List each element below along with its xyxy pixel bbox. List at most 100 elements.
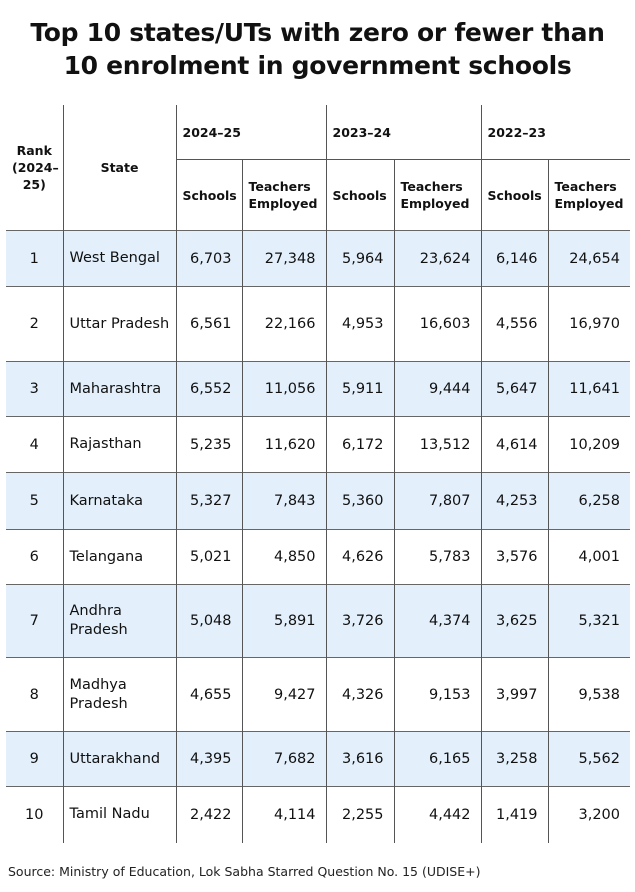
table-row: 7 Andhra Pradesh 5,048 5,891 3,726 4,374 3,625… bbox=[6, 584, 630, 658]
schools-cell: 1,419 bbox=[480, 786, 548, 843]
teachers-cell: 27,348 bbox=[241, 230, 326, 287]
table-row: 10 Tamil Nadu 2,422 4,114 2,255 4,442 1,419 3,2… bbox=[6, 786, 630, 843]
teachers-cell: 5,891 bbox=[241, 584, 326, 658]
rank-cell: 3 bbox=[29, 381, 39, 397]
teachers-cell: 6,165 bbox=[393, 731, 481, 787]
header-teachers: Teachers Employed bbox=[241, 159, 326, 231]
teachers-cell: 6,258 bbox=[547, 472, 630, 530]
rank-cell: 9 bbox=[29, 751, 39, 767]
title-line-1: Top 10 states/UTs with zero or fewer tha… bbox=[30, 18, 605, 47]
header-schools: Schools bbox=[480, 159, 548, 231]
schools-cell: 4,614 bbox=[480, 416, 548, 473]
teachers-cell: 4,114 bbox=[241, 786, 326, 843]
data-table: Rank (2024–25) State 2024–25 2023–24 202… bbox=[6, 105, 630, 843]
header-schools: Schools bbox=[325, 159, 394, 231]
teachers-cell: 13,512 bbox=[393, 416, 481, 473]
table-row: 5 Karnataka 5,327 7,843 5,360 7,807 4,253 6,258 bbox=[6, 472, 630, 530]
schools-cell: 6,552 bbox=[175, 361, 242, 417]
title-line-2: 10 enrolment in government schools bbox=[63, 51, 572, 80]
table-row: 3 Maharashtra 6,552 11,056 5,911 9,444 5,647 11… bbox=[6, 361, 630, 417]
schools-cell: 4,953 bbox=[325, 286, 394, 362]
schools-cell: 6,561 bbox=[175, 286, 242, 362]
state-cell: Karnataka bbox=[62, 472, 176, 530]
teachers-cell: 11,641 bbox=[547, 361, 630, 417]
state-cell: Andhra Pradesh bbox=[62, 584, 176, 658]
teachers-cell: 9,444 bbox=[393, 361, 481, 417]
state-cell: Telangana bbox=[62, 529, 176, 585]
header-schools: Schools bbox=[175, 159, 242, 231]
schools-cell: 6,703 bbox=[175, 230, 242, 287]
rank-cell: 8 bbox=[29, 686, 39, 703]
schools-cell: 5,360 bbox=[325, 472, 394, 530]
header-rank: Rank (2024–25) bbox=[12, 143, 59, 192]
teachers-cell: 4,850 bbox=[241, 529, 326, 585]
schools-cell: 2,255 bbox=[325, 786, 394, 843]
state-cell: Madhya Pradesh bbox=[62, 657, 176, 732]
state-cell: Uttarakhand bbox=[62, 731, 176, 787]
schools-cell: 6,172 bbox=[325, 416, 394, 473]
rank-cell: 2 bbox=[29, 316, 39, 332]
teachers-cell: 9,538 bbox=[547, 657, 630, 732]
teachers-cell: 7,682 bbox=[241, 731, 326, 787]
schools-cell: 4,253 bbox=[480, 472, 548, 530]
schools-cell: 5,235 bbox=[175, 416, 242, 473]
teachers-cell: 7,807 bbox=[393, 472, 481, 530]
schools-cell: 5,327 bbox=[175, 472, 242, 530]
schools-cell: 5,964 bbox=[325, 230, 394, 287]
teachers-cell: 16,603 bbox=[393, 286, 481, 362]
teachers-cell: 9,153 bbox=[393, 657, 481, 732]
teachers-cell: 7,843 bbox=[241, 472, 326, 530]
source-note: Source: Ministry of Education, Lok Sabha… bbox=[8, 864, 481, 879]
header-year-2024-25: 2024–25 bbox=[175, 105, 326, 161]
teachers-cell: 11,056 bbox=[241, 361, 326, 417]
teachers-cell: 4,442 bbox=[393, 786, 481, 843]
header-year-2022-23: 2022–23 bbox=[480, 105, 630, 161]
schools-cell: 4,556 bbox=[480, 286, 548, 362]
teachers-cell: 5,783 bbox=[393, 529, 481, 585]
schools-cell: 3,258 bbox=[480, 731, 548, 787]
state-cell: Uttar Pradesh bbox=[62, 286, 176, 362]
schools-cell: 4,395 bbox=[175, 731, 242, 787]
teachers-cell: 11,620 bbox=[241, 416, 326, 473]
state-cell: Maharashtra bbox=[62, 361, 176, 417]
schools-cell: 5,048 bbox=[175, 584, 242, 658]
teachers-cell: 5,562 bbox=[547, 731, 630, 787]
schools-cell: 3,726 bbox=[325, 584, 394, 658]
teachers-cell: 4,374 bbox=[393, 584, 481, 658]
rank-cell: 7 bbox=[29, 613, 39, 629]
page-title: Top 10 states/UTs with zero or fewer tha… bbox=[0, 16, 635, 82]
teachers-cell: 23,624 bbox=[393, 230, 481, 287]
rank-cell: 10 bbox=[25, 806, 44, 823]
schools-cell: 3,576 bbox=[480, 529, 548, 585]
teachers-cell: 3,200 bbox=[547, 786, 630, 843]
schools-cell: 5,911 bbox=[325, 361, 394, 417]
header-year-2023-24: 2023–24 bbox=[325, 105, 481, 161]
table-row: 8 Madhya Pradesh 4,655 9,427 4,326 9,153 3,997… bbox=[6, 657, 630, 732]
state-cell: Rajasthan bbox=[62, 416, 176, 473]
teachers-cell: 4,001 bbox=[547, 529, 630, 585]
teachers-cell: 5,321 bbox=[547, 584, 630, 658]
table-row: 9 Uttarakhand 4,395 7,682 3,616 6,165 3,258 5,5… bbox=[6, 731, 630, 787]
teachers-cell: 16,970 bbox=[547, 286, 630, 362]
rank-cell: 6 bbox=[29, 549, 39, 565]
header-teachers: Teachers Employed bbox=[547, 159, 630, 231]
schools-cell: 6,146 bbox=[480, 230, 548, 287]
table-row: 2 Uttar Pradesh 6,561 22,166 4,953 16,603 4,55… bbox=[6, 286, 630, 362]
rank-cell: 4 bbox=[29, 436, 39, 453]
teachers-cell: 22,166 bbox=[241, 286, 326, 362]
schools-cell: 5,647 bbox=[480, 361, 548, 417]
schools-cell: 3,997 bbox=[480, 657, 548, 732]
rank-cell: 5 bbox=[29, 493, 39, 509]
state-cell: Tamil Nadu bbox=[62, 786, 176, 843]
teachers-cell: 10,209 bbox=[547, 416, 630, 473]
rank-cell: 1 bbox=[29, 250, 39, 267]
table-row: 6 Telangana 5,021 4,850 4,626 5,783 3,576 4,001 bbox=[6, 529, 630, 585]
schools-cell: 4,626 bbox=[325, 529, 394, 585]
table-row: 1 West Bengal 6,703 27,348 5,964 23,624 6,146 2… bbox=[6, 230, 630, 287]
header-state: State bbox=[62, 105, 176, 231]
schools-cell: 3,625 bbox=[480, 584, 548, 658]
header-teachers: Teachers Employed bbox=[393, 159, 481, 231]
schools-cell: 3,616 bbox=[325, 731, 394, 787]
schools-cell: 5,021 bbox=[175, 529, 242, 585]
schools-cell: 4,655 bbox=[175, 657, 242, 732]
